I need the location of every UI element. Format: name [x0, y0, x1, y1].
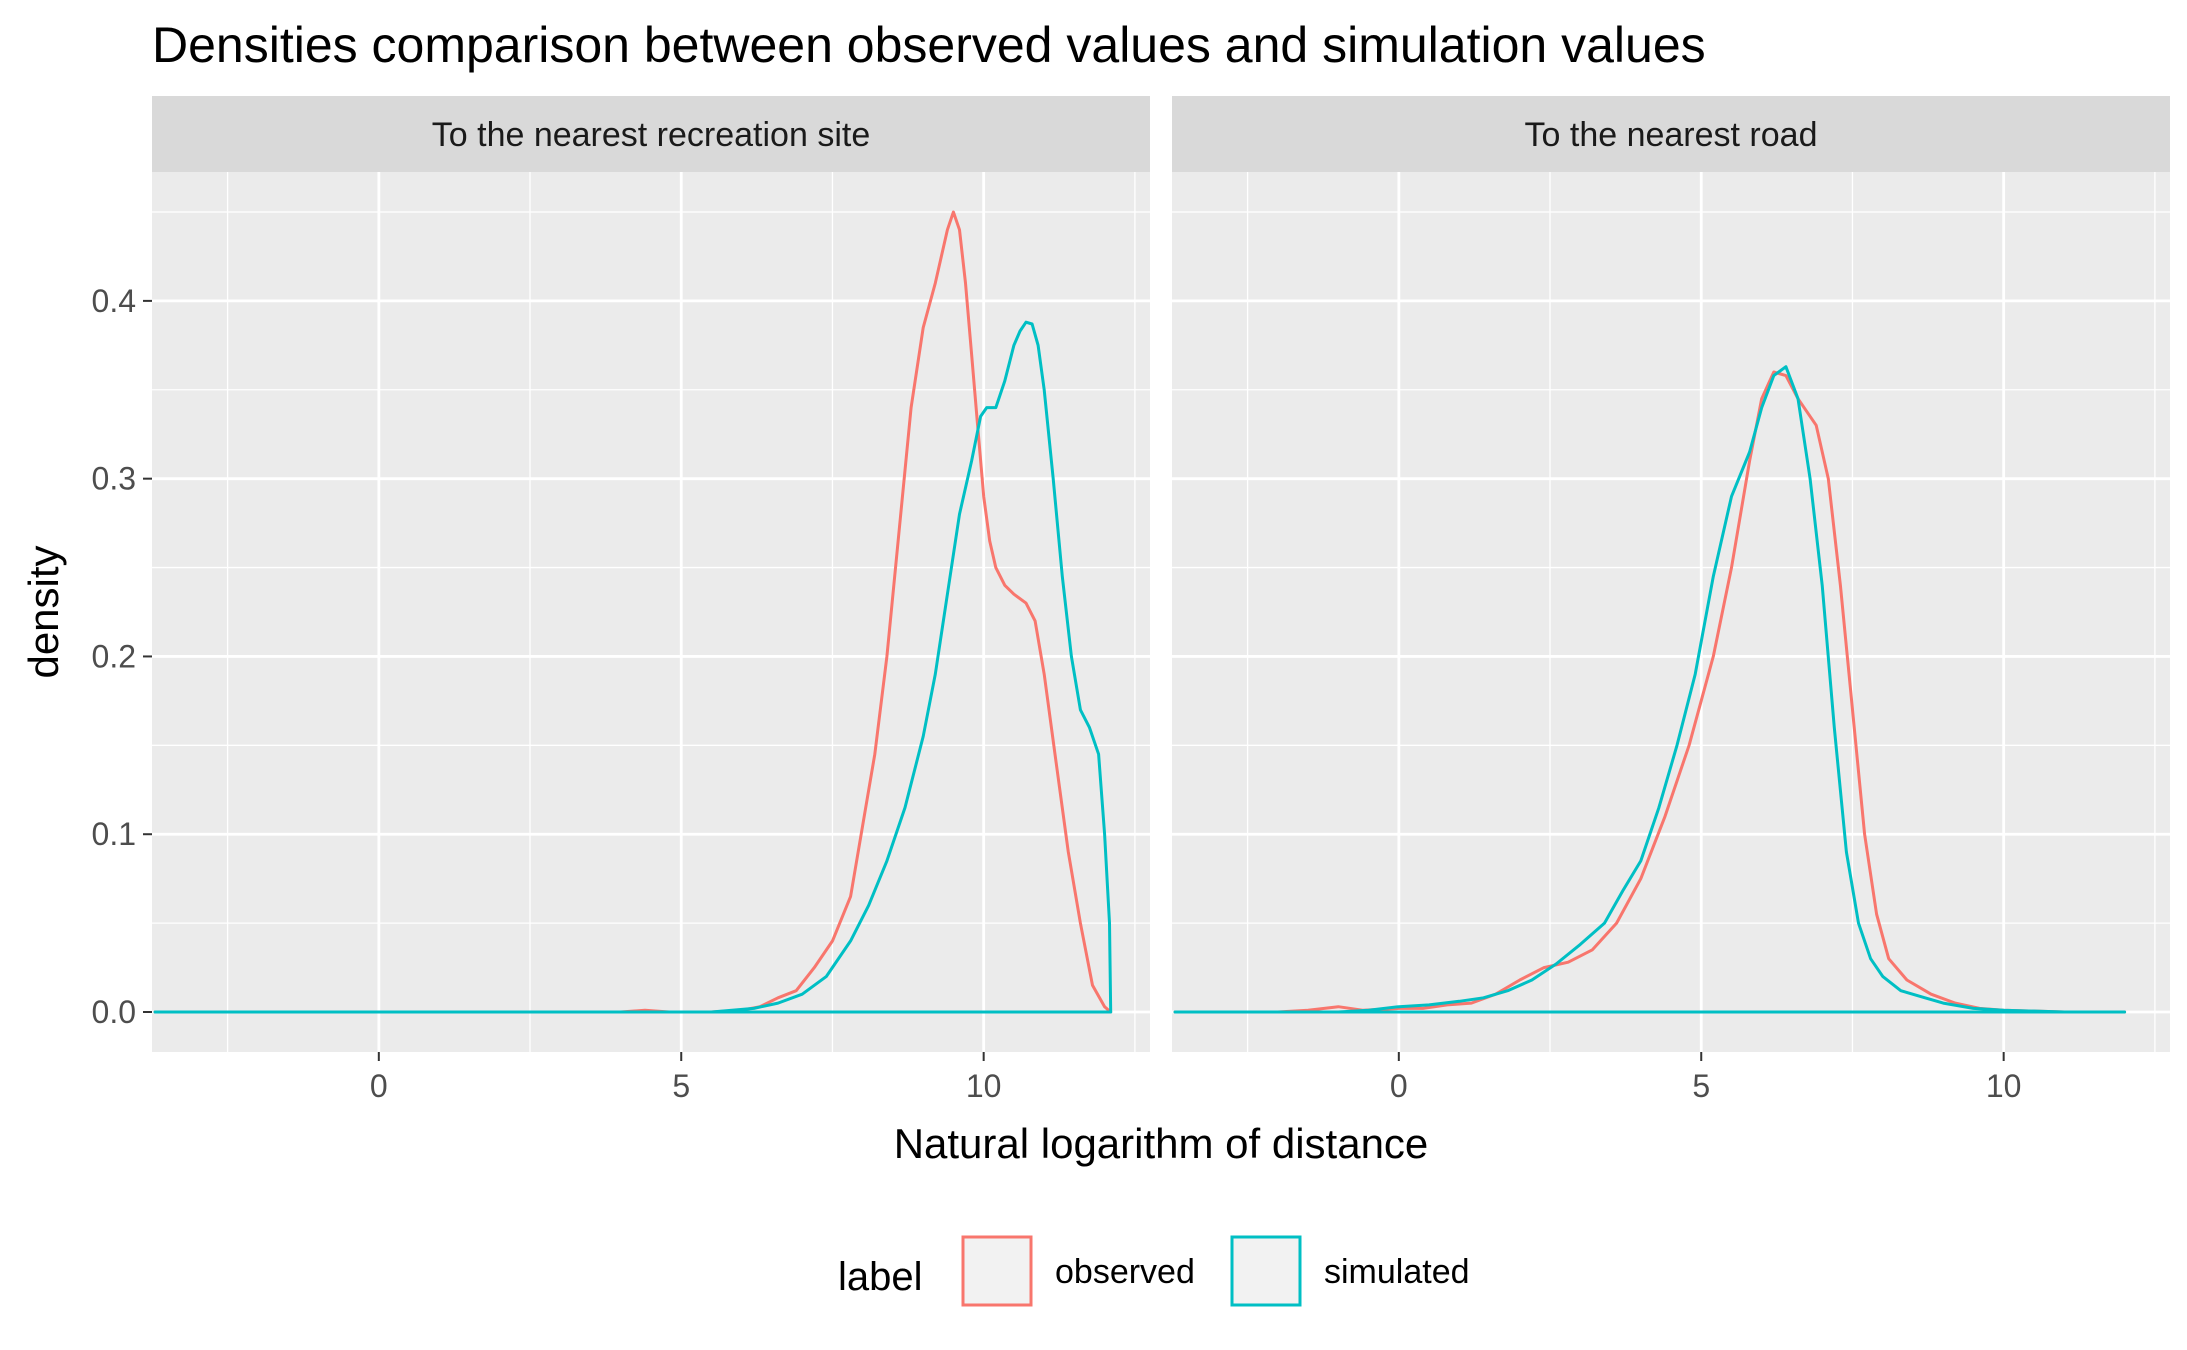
- x-tick-label: 5: [672, 1068, 690, 1104]
- x-axis-title: Natural logarithm of distance: [894, 1120, 1429, 1167]
- y-axis-title: density: [20, 545, 67, 678]
- y-tick-label: 0.1: [92, 816, 136, 852]
- density-line-observed: [1173, 370, 2127, 1014]
- x-tick-label: 0: [1390, 1068, 1408, 1104]
- y-tick-label: 0.2: [92, 638, 136, 674]
- legend-title: label: [838, 1255, 923, 1299]
- x-tick-label: 5: [1692, 1068, 1710, 1104]
- facet-strip-label: To the nearest road: [1525, 116, 1818, 154]
- chart-title: Densities comparison between observed va…: [152, 17, 1706, 73]
- density-line-observed: [153, 210, 1113, 1014]
- legend-key-simulated: [1230, 1235, 1302, 1307]
- legend: label observed simulated: [838, 1235, 1470, 1307]
- facet-panel-2: To the nearest road 0 5 10: [1172, 96, 2170, 1104]
- legend-label-simulated: simulated: [1324, 1253, 1470, 1291]
- density-line-simulated: [1173, 365, 2127, 1014]
- x-tick-label: 0: [370, 1068, 388, 1104]
- x-tick-label: 10: [966, 1068, 1002, 1104]
- density-line-simulated: [153, 320, 1113, 1014]
- y-tick-label: 0.3: [92, 461, 136, 497]
- panel-background: [152, 172, 1150, 1052]
- y-tick-label: 0.0: [92, 994, 136, 1030]
- legend-entries: observed simulated: [961, 1235, 1470, 1307]
- panel-background: [1172, 172, 2170, 1052]
- facet-strip-label: To the nearest recreation site: [432, 116, 870, 154]
- y-tick-label: 0.4: [92, 283, 136, 319]
- legend-key-observed: [961, 1235, 1033, 1307]
- facet-panel-1: To the nearest recreation site 0 5 10 0.0 0.1…: [92, 96, 1150, 1104]
- x-tick-label: 10: [1986, 1068, 2022, 1104]
- facet-strip: [152, 96, 1150, 172]
- legend-label-observed: observed: [1055, 1253, 1195, 1291]
- facet-panels: To the nearest recreation site 0 5 10 0.0 0.1…: [92, 96, 2170, 1104]
- facet-strip: [1172, 96, 2170, 172]
